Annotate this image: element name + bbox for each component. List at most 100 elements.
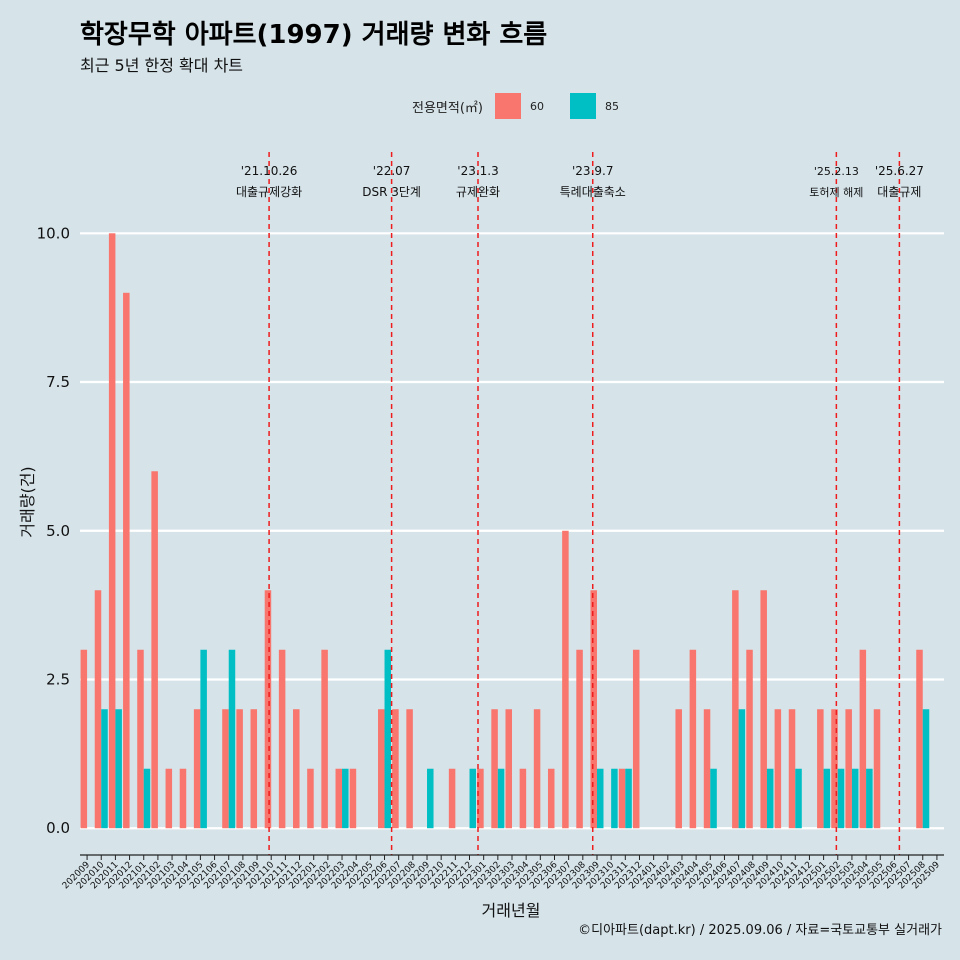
event-label: 규제완화	[456, 185, 500, 199]
bar-60-202505	[873, 709, 881, 829]
bar-85-202309	[596, 768, 604, 829]
bar-60-202012	[123, 292, 130, 829]
bar-60-202502	[831, 709, 838, 829]
bar-60-202109	[250, 709, 258, 829]
y-tick-label: 5.0	[46, 522, 70, 540]
bar-60-202111	[278, 649, 286, 829]
event-date: '25.6.27	[875, 164, 924, 178]
bar-60-202410	[774, 709, 782, 829]
bar-60-202304	[519, 768, 527, 829]
bar-85-202101	[143, 768, 151, 829]
bar-85-202502	[837, 768, 845, 829]
bar-60-202405	[703, 709, 711, 829]
bar-60-202306	[547, 768, 555, 829]
bar-85-202010	[101, 709, 108, 829]
event-date: '25.2.13	[814, 165, 859, 178]
bar-85-202209	[427, 768, 434, 829]
bar-60-202408	[746, 649, 753, 829]
bar-60-202010	[94, 590, 102, 829]
legend-label-85: 85	[604, 99, 619, 113]
chart-title: 학장무학 아파트(1997) 거래량 변화 흐름	[80, 20, 548, 50]
bar-60-202305	[533, 709, 541, 829]
event-date: '23.9.7	[572, 164, 613, 178]
bar-85-202011	[115, 709, 122, 829]
bar-85-202107	[228, 649, 236, 829]
bar-85-202411	[795, 768, 802, 829]
bar-60-202207	[392, 709, 399, 829]
chart-subtitle: 최근 5년 한정 확대 차트	[80, 56, 244, 75]
bar-60-202009	[80, 649, 88, 829]
event-date: '23.1.3	[457, 164, 498, 178]
y-tick-label: 10.0	[37, 224, 70, 242]
bar-60-202409	[760, 590, 767, 829]
bar-60-202312	[632, 649, 640, 829]
source-caption: ©디아파트(dapt.kr) / 2025.09.06 / 자료=국토교통부 실…	[578, 923, 942, 938]
bar-60-202105	[193, 709, 201, 829]
bar-60-202301	[477, 768, 484, 829]
bar-60-202411	[788, 709, 796, 829]
bar-60-202102	[151, 471, 158, 829]
bar-60-202208	[406, 709, 413, 829]
bar-60-202103	[165, 768, 173, 829]
bar-60-202407	[732, 590, 739, 829]
bar-85-202212	[469, 768, 477, 829]
bar-85-202105	[200, 649, 207, 829]
bar-60-202307	[562, 530, 569, 829]
bar-60-202104	[179, 768, 187, 829]
bar-85-202203	[342, 768, 349, 829]
bar-85-202407	[738, 709, 746, 829]
bar-60-202203	[335, 768, 343, 829]
event-label: 대출규제강화	[236, 185, 302, 199]
legend-key-60	[494, 93, 521, 119]
bar-60-202403	[675, 709, 682, 829]
bar-60-202201	[307, 768, 314, 829]
event-label: DSR 3단계	[362, 185, 421, 199]
y-tick-label: 2.5	[46, 670, 70, 688]
legend: 전용면적(㎡) 60 85	[412, 93, 645, 119]
event-label: 토허제 해제	[809, 185, 863, 199]
bar-60-202204	[349, 768, 357, 829]
x-axis-label: 거래년월	[482, 901, 541, 920]
bar-60-202311	[618, 768, 626, 829]
y-axis: 0.0 2.5 5.0 7.5 10.0	[37, 224, 70, 837]
bar-60-202504	[859, 649, 867, 829]
bar-85-202508	[922, 709, 930, 829]
legend-label-60: 60	[529, 99, 544, 113]
bar-85-202409	[766, 768, 774, 829]
bar-85-202206	[384, 649, 392, 829]
y-tick-label: 7.5	[46, 373, 70, 391]
event-label: 대출규제	[877, 185, 921, 199]
bar-85-202501	[823, 768, 831, 829]
bar-60-202206	[378, 709, 385, 829]
bar-60-202107	[222, 709, 229, 829]
bar-60-202112	[293, 709, 300, 829]
bar-60-202303	[505, 709, 512, 829]
bar-60-202211	[448, 768, 456, 829]
x-axis: 2020092020102020112020122021012021022021…	[61, 854, 944, 891]
bar-60-202302	[491, 709, 498, 829]
bar-60-202308	[576, 649, 583, 829]
bar-85-202504	[866, 768, 873, 829]
bar-60-202110	[264, 590, 272, 829]
y-tick-label: 0.0	[46, 819, 70, 837]
bar-60-202309	[590, 590, 597, 829]
y-axis-label: 거래량(건)	[18, 466, 37, 537]
bars	[80, 233, 930, 829]
bar-60-202202	[321, 649, 328, 829]
bar-85-202311	[625, 768, 632, 829]
legend-title: 전용면적(㎡)	[412, 100, 483, 116]
bar-60-202108	[236, 709, 243, 829]
event-date: '22.07	[373, 164, 411, 178]
bar-85-202405	[710, 768, 717, 829]
bar-60-202501	[817, 709, 824, 829]
legend-key-85	[569, 93, 596, 119]
event-label: 특례대출축소	[560, 185, 626, 199]
event-markers: '21.10.26 대출규제강화 '22.07 DSR 3단계 '23.1.3 규제완화 '…	[236, 152, 924, 855]
bar-60-202404	[689, 649, 697, 829]
bar-60-202011	[108, 233, 116, 829]
event-date: '21.10.26	[241, 164, 298, 178]
bar-85-202503	[851, 768, 859, 829]
bar-85-202302	[497, 768, 505, 829]
bar-60-202101	[137, 649, 144, 829]
